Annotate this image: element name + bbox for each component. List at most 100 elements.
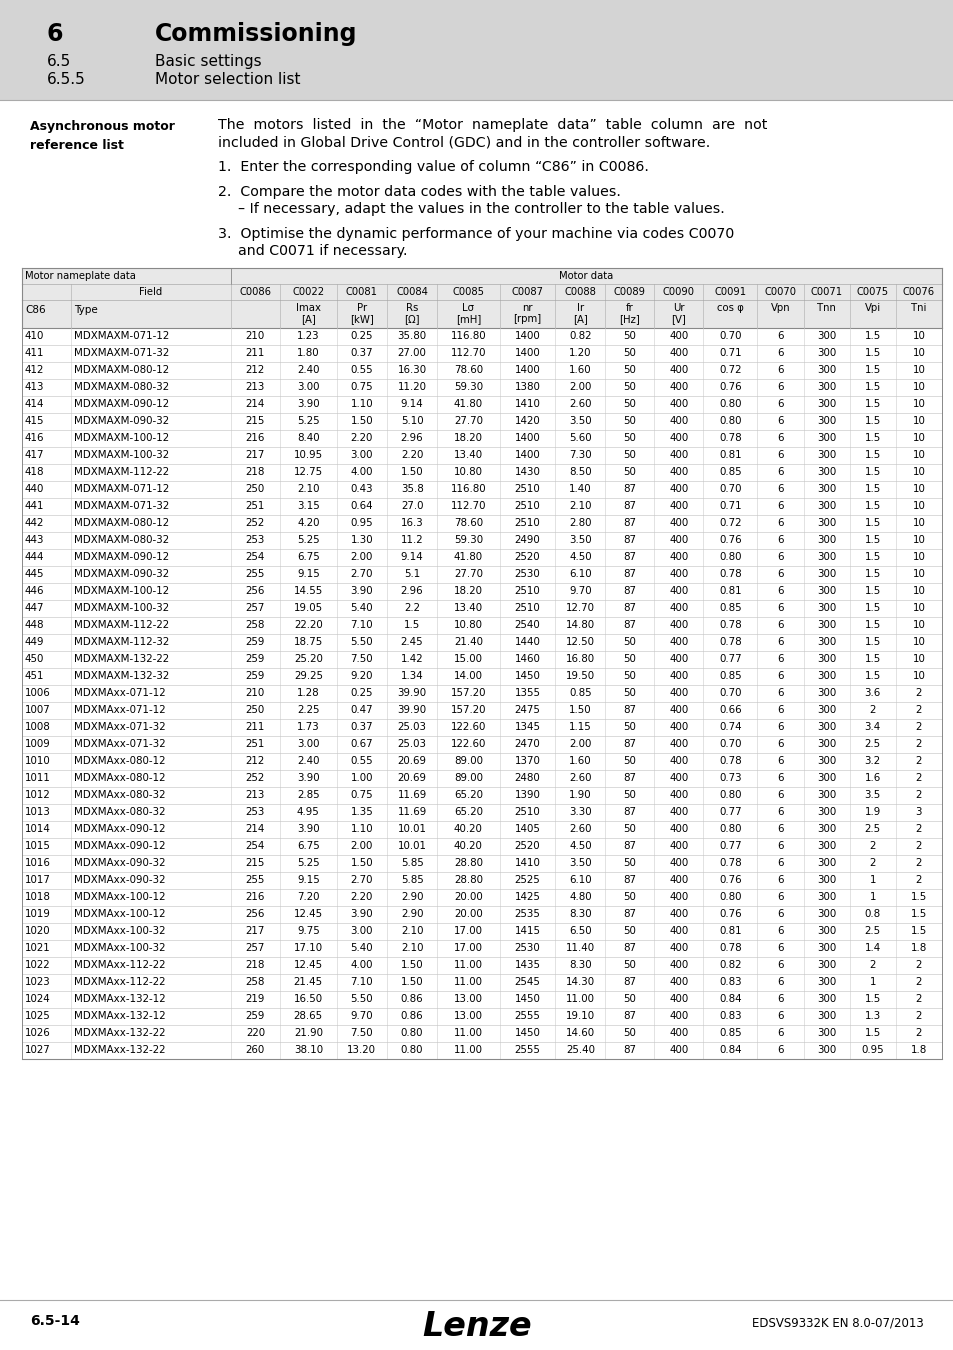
Text: C0084: C0084: [395, 288, 428, 297]
Bar: [22, 481, 941, 498]
Text: 400: 400: [668, 705, 688, 716]
Text: 1.10: 1.10: [351, 824, 373, 834]
Text: 251: 251: [246, 738, 265, 749]
Text: 257: 257: [246, 603, 265, 613]
Text: 300: 300: [816, 416, 836, 427]
Text: 28.80: 28.80: [454, 875, 482, 886]
Text: 2510: 2510: [514, 518, 539, 528]
Text: 41.80: 41.80: [454, 400, 482, 409]
Text: 5.40: 5.40: [351, 603, 373, 613]
Bar: [22, 269, 941, 284]
Text: C0089: C0089: [614, 288, 645, 297]
Bar: [22, 396, 941, 413]
Text: 2: 2: [869, 859, 875, 868]
Text: 3.00: 3.00: [296, 738, 319, 749]
Text: 10: 10: [911, 501, 924, 512]
Text: 18.20: 18.20: [454, 433, 482, 443]
Text: 0.85: 0.85: [569, 688, 591, 698]
Text: 6.5: 6.5: [47, 54, 71, 69]
Text: 0.71: 0.71: [719, 348, 740, 358]
Text: 3.4: 3.4: [863, 722, 880, 732]
Text: MDXMAXM-090-32: MDXMAXM-090-32: [73, 568, 169, 579]
Text: MDXMAxx-080-12: MDXMAxx-080-12: [73, 774, 165, 783]
Text: 2.20: 2.20: [351, 433, 373, 443]
Text: 19.05: 19.05: [294, 603, 322, 613]
Text: 11.2: 11.2: [400, 535, 423, 545]
Text: 300: 300: [816, 501, 836, 512]
Text: 11.00: 11.00: [565, 994, 595, 1004]
Text: 1.5: 1.5: [863, 671, 880, 680]
Text: 6.5.5: 6.5.5: [47, 72, 86, 86]
Text: 3.90: 3.90: [351, 909, 373, 919]
Text: 400: 400: [668, 568, 688, 579]
Text: 0.83: 0.83: [719, 1011, 740, 1021]
Text: 300: 300: [816, 875, 836, 886]
Text: 6: 6: [777, 1011, 783, 1021]
Text: fr: fr: [625, 302, 633, 313]
Text: 1390: 1390: [514, 790, 539, 801]
Text: 0.84: 0.84: [719, 994, 740, 1004]
Text: 400: 400: [668, 364, 688, 375]
Text: included in Global Drive Control (GDC) and in the controller software.: included in Global Drive Control (GDC) a…: [218, 135, 709, 148]
Text: 35.80: 35.80: [397, 331, 426, 342]
Text: 18.20: 18.20: [454, 586, 482, 595]
Text: 1.5: 1.5: [863, 586, 880, 595]
Text: 300: 300: [816, 705, 836, 716]
Text: 1.5: 1.5: [863, 382, 880, 391]
Text: 300: 300: [816, 994, 836, 1004]
Text: 1024: 1024: [25, 994, 51, 1004]
Text: 87: 87: [622, 518, 636, 528]
Text: 10: 10: [911, 348, 924, 358]
Text: 7.10: 7.10: [351, 977, 373, 987]
Text: 11.00: 11.00: [454, 1027, 482, 1038]
Text: 9.70: 9.70: [569, 586, 591, 595]
Text: 50: 50: [623, 637, 636, 647]
Text: 300: 300: [816, 738, 836, 749]
Text: 1021: 1021: [25, 944, 51, 953]
Text: 400: 400: [668, 637, 688, 647]
Text: 255: 255: [246, 568, 265, 579]
Text: 10: 10: [911, 364, 924, 375]
Text: 2490: 2490: [514, 535, 539, 545]
Text: 0.78: 0.78: [719, 637, 740, 647]
Text: 1450: 1450: [514, 1027, 539, 1038]
Text: 2.  Compare the motor data codes with the table values.: 2. Compare the motor data codes with the…: [218, 185, 620, 198]
Text: 414: 414: [25, 400, 45, 409]
Text: 50: 50: [623, 467, 636, 477]
Text: [rpm]: [rpm]: [513, 315, 541, 324]
Text: 1.9: 1.9: [863, 807, 880, 817]
Bar: [22, 890, 941, 906]
Text: 10: 10: [911, 382, 924, 391]
Text: 1430: 1430: [514, 467, 539, 477]
Bar: [22, 787, 941, 805]
Bar: [22, 284, 941, 300]
Text: 1400: 1400: [514, 364, 539, 375]
Text: 400: 400: [668, 382, 688, 391]
Text: 400: 400: [668, 756, 688, 765]
Text: Lenze: Lenze: [422, 1310, 531, 1343]
Text: 28.65: 28.65: [294, 1011, 322, 1021]
Text: 27.70: 27.70: [454, 416, 482, 427]
Text: 400: 400: [668, 824, 688, 834]
Text: Vpi: Vpi: [863, 302, 880, 313]
Text: 6: 6: [777, 671, 783, 680]
Text: MDXMAXM-071-32: MDXMAXM-071-32: [73, 501, 169, 512]
Text: 1.5: 1.5: [863, 535, 880, 545]
Text: Lσ: Lσ: [462, 302, 474, 313]
Text: 1.  Enter the corresponding value of column “C86” in C0086.: 1. Enter the corresponding value of colu…: [218, 161, 648, 174]
Text: 59.30: 59.30: [454, 535, 482, 545]
Text: 50: 50: [623, 331, 636, 342]
Text: 400: 400: [668, 450, 688, 460]
Text: 400: 400: [668, 722, 688, 732]
Text: C0088: C0088: [564, 288, 596, 297]
Text: 38.10: 38.10: [294, 1045, 322, 1054]
Text: 50: 50: [623, 400, 636, 409]
Text: 446: 446: [25, 586, 45, 595]
Text: 1.5: 1.5: [863, 552, 880, 562]
Text: 1380: 1380: [514, 382, 539, 391]
Text: 9.14: 9.14: [400, 552, 423, 562]
Text: 400: 400: [668, 433, 688, 443]
Text: 300: 300: [816, 1011, 836, 1021]
Text: MDXMAxx-132-12: MDXMAxx-132-12: [73, 1011, 165, 1021]
Text: 1.34: 1.34: [400, 671, 423, 680]
